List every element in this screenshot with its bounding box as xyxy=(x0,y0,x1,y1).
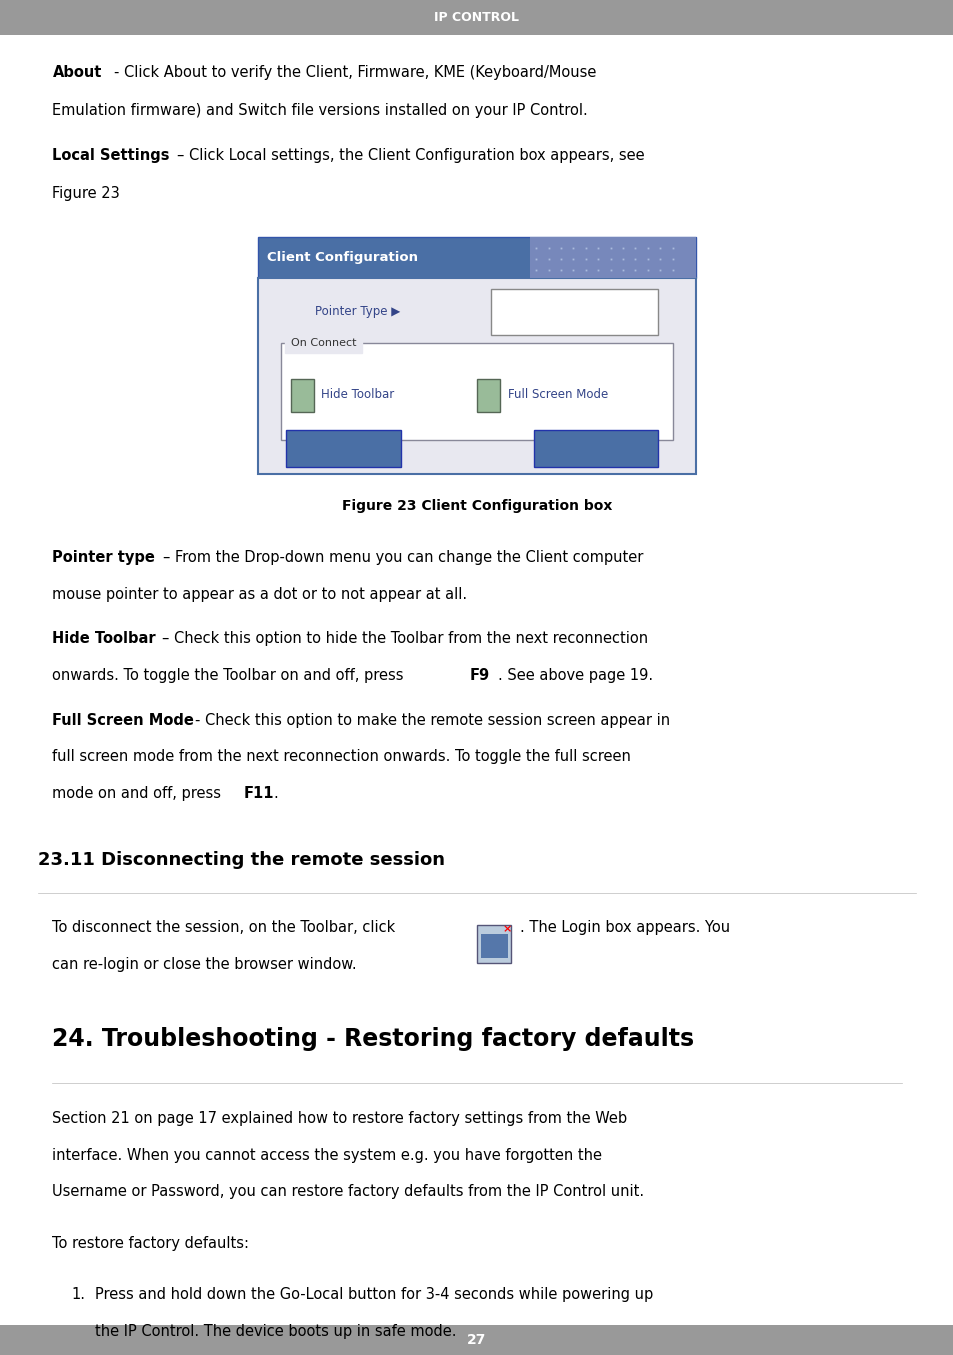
Text: ×: × xyxy=(502,924,512,935)
Text: onwards. To toggle the Toolbar on and off, press: onwards. To toggle the Toolbar on and of… xyxy=(52,668,408,683)
Bar xyxy=(529,237,696,278)
Bar xyxy=(476,379,499,412)
Text: Pointer Type ▶: Pointer Type ▶ xyxy=(314,305,399,318)
Bar xyxy=(257,237,696,278)
Bar xyxy=(281,343,672,440)
Text: About: About xyxy=(52,65,102,80)
Text: can re-login or close the browser window.: can re-login or close the browser window… xyxy=(52,957,356,972)
Text: Emulation firmware) and Switch file versions installed on your IP Control.: Emulation firmware) and Switch file vers… xyxy=(52,103,588,118)
Text: . The Login box appears. You: . The Login box appears. You xyxy=(519,920,729,935)
Text: full screen mode from the next reconnection onwards. To toggle the full screen: full screen mode from the next reconnect… xyxy=(52,749,631,764)
Text: . See above page 19.: . See above page 19. xyxy=(497,668,653,683)
Text: Default Mouse: Default Mouse xyxy=(531,305,617,318)
Text: 24. Troubleshooting - Restoring factory defaults: 24. Troubleshooting - Restoring factory … xyxy=(52,1027,694,1051)
Text: 27: 27 xyxy=(467,1333,486,1347)
Text: - Check this option to make the remote session screen appear in: - Check this option to make the remote s… xyxy=(194,713,669,728)
Bar xyxy=(286,430,400,467)
Text: IP CONTROL: IP CONTROL xyxy=(434,11,519,24)
Text: mouse pointer to appear as a dot or to not appear at all.: mouse pointer to appear as a dot or to n… xyxy=(52,587,467,602)
Text: Figure 23: Figure 23 xyxy=(52,186,120,201)
Text: On Connect: On Connect xyxy=(291,337,356,348)
Bar xyxy=(476,925,511,963)
Text: Full Screen Mode: Full Screen Mode xyxy=(52,713,194,728)
Text: interface. When you cannot access the system e.g. you have forgotten the: interface. When you cannot access the sy… xyxy=(52,1148,602,1163)
Text: 23.11 Disconnecting the remote session: 23.11 Disconnecting the remote session xyxy=(38,851,445,869)
Bar xyxy=(257,278,696,474)
Text: the IP Control. The device boots up in safe mode.: the IP Control. The device boots up in s… xyxy=(95,1324,456,1339)
Text: Press and hold down the Go-Local button for 3-4 seconds while powering up: Press and hold down the Go-Local button … xyxy=(95,1287,653,1302)
Text: – From the Drop-down menu you can change the Client computer: – From the Drop-down menu you can change… xyxy=(163,550,643,565)
Text: .: . xyxy=(274,786,278,801)
Text: Client Configuration: Client Configuration xyxy=(267,251,417,264)
Text: Hide Toolbar: Hide Toolbar xyxy=(321,388,395,401)
Text: 1.: 1. xyxy=(71,1287,86,1302)
Text: Local Settings: Local Settings xyxy=(52,148,170,163)
Text: Cancel: Cancel xyxy=(573,442,618,455)
Text: OK: OK xyxy=(333,442,354,455)
Bar xyxy=(534,430,658,467)
Text: To disconnect the session, on the Toolbar, click: To disconnect the session, on the Toolba… xyxy=(52,920,395,935)
Text: - Click About to verify the Client, Firmware, KME (Keyboard/Mouse: - Click About to verify the Client, Firm… xyxy=(113,65,596,80)
Text: F11: F11 xyxy=(243,786,274,801)
Text: F9: F9 xyxy=(469,668,489,683)
Text: Full Screen Mode: Full Screen Mode xyxy=(507,388,607,401)
Bar xyxy=(291,379,314,412)
Text: mode on and off, press: mode on and off, press xyxy=(52,786,226,801)
Text: – Check this option to hide the Toolbar from the next reconnection: – Check this option to hide the Toolbar … xyxy=(162,631,648,646)
Text: Hide Toolbar: Hide Toolbar xyxy=(52,631,156,646)
Text: Username or Password, you can restore factory defaults from the IP Control unit.: Username or Password, you can restore fa… xyxy=(52,1184,644,1199)
Bar xyxy=(480,934,507,958)
Text: Pointer type: Pointer type xyxy=(52,550,155,565)
Text: Section 21 on page 17 explained how to restore factory settings from the Web: Section 21 on page 17 explained how to r… xyxy=(52,1111,627,1126)
Text: To restore factory defaults:: To restore factory defaults: xyxy=(52,1236,249,1251)
Bar xyxy=(491,289,658,335)
Bar xyxy=(0,0,953,35)
Text: – Click Local settings, the Client Configuration box appears, see: – Click Local settings, the Client Confi… xyxy=(177,148,644,163)
Text: Figure 23 Client Configuration box: Figure 23 Client Configuration box xyxy=(341,499,612,512)
Bar xyxy=(0,1325,953,1355)
